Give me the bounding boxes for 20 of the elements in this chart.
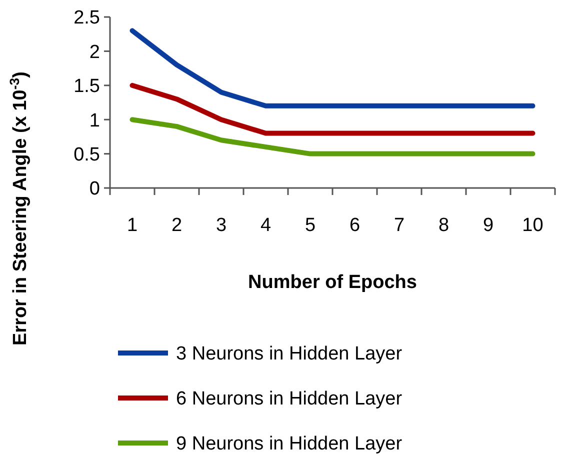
y-tick-label: 2 [89,42,100,63]
x-tick-label: 6 [349,215,360,236]
x-tick-label: 1 [126,215,138,236]
x-tick-label: 9 [482,215,494,236]
x-tick-label: 2 [171,215,182,236]
y-tick-label: 2.5 [74,8,100,29]
y-tick-label: 1 [89,110,100,132]
x-tick-label: 7 [394,215,405,236]
legend-label: 9 Neurons in Hidden Layer [176,434,403,455]
x-tick-label: 5 [304,215,316,236]
y-tick-label: 0 [89,178,100,200]
x-tick-label: 8 [438,215,450,236]
y-tick-label: 1.5 [74,76,100,98]
x-tick-label: 4 [260,215,272,236]
x-tick-label: 3 [216,215,227,236]
x-tick-label: 10 [522,215,544,236]
legend-label: 3 Neurons in Hidden Layer [176,344,403,365]
legend-label: 6 Neurons in Hidden Layer [176,388,403,410]
x-axis-title: Number of Epochs [248,272,417,293]
y-tick-label: 0.5 [74,144,100,166]
